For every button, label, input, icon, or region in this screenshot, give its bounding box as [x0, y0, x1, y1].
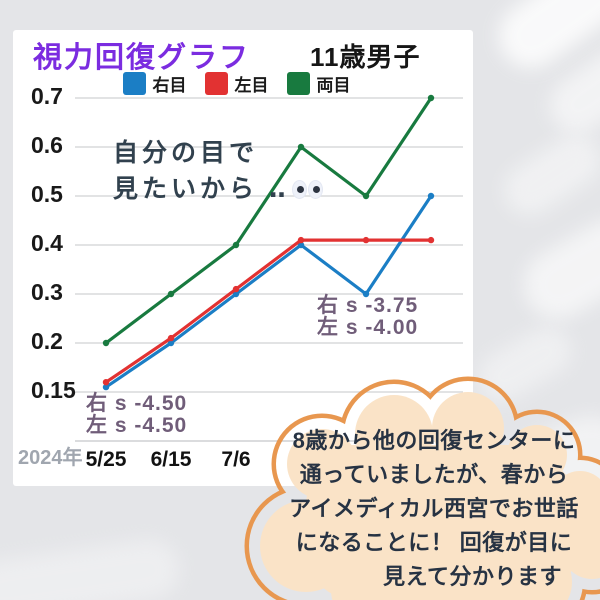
motivation-line2: 見たいから ‥ [113, 171, 322, 207]
y-tick-label: 0.5 [31, 181, 63, 207]
legend-label: 両目 [316, 76, 351, 95]
bubble-text-line: 8歳から他の回復センターに [292, 428, 576, 453]
bubble-fill [260, 392, 600, 600]
bubble-text-line: 見えて分かります [383, 564, 562, 589]
legend-label: 右目 [152, 76, 187, 95]
legend-swatch-icon [286, 72, 310, 95]
bubble-text-line: 通っていましたが、春から [299, 462, 569, 487]
series-line-2 [104, 96, 433, 345]
data-point [102, 383, 110, 391]
data-point [232, 241, 240, 249]
y-tick-label: 0.7 [31, 83, 63, 109]
legend-item: 右目 [122, 71, 187, 96]
motivation-annotation: 自分の目で 見たいから ‥ [113, 135, 322, 207]
bubble-text-line: になることに！ 回復が目に [295, 530, 573, 555]
dip-left-eye-rx: 左 s -4.00 [317, 316, 419, 339]
data-point [362, 236, 370, 244]
data-point [167, 334, 175, 342]
data-point [102, 379, 110, 386]
motivation-line1: 自分の目で [113, 139, 259, 167]
legend-swatch-icon [204, 72, 228, 95]
data-point [427, 94, 435, 102]
dip-right-eye-rx: 右 s -3.75 [317, 294, 419, 317]
legend-item: 左目 [204, 71, 269, 96]
bubble-text: 8歳から他の回復センターに 通っていましたが、春から アイメディカル西宮でお世話 にな… [288, 424, 580, 594]
chart-title: 視力回復グラフ [33, 42, 251, 74]
data-point [232, 285, 240, 293]
start-left-eye-rx: 左 s -4.50 [86, 414, 188, 437]
dip-prescription-annotation: 右 s -3.75 左 s -4.00 [317, 295, 418, 339]
y-tick-label: 0.15 [31, 377, 76, 403]
bubble-text-line: アイメディカル西宮でお世話 [289, 496, 579, 521]
start-right-eye-rx: 右 s -4.50 [86, 392, 188, 415]
series-line-1 [104, 238, 433, 384]
legend-swatch-icon [122, 72, 146, 95]
chart-subtitle: 11歳男子 [310, 42, 421, 72]
y-tick-label: 0.4 [31, 230, 63, 256]
eyes-icon [308, 180, 322, 198]
start-prescription-annotation: 右 s -4.50 左 s -4.50 [86, 393, 187, 437]
series-line-0 [104, 194, 433, 389]
data-point [167, 290, 175, 298]
x-tick-label: 5/25 [85, 448, 127, 471]
y-tick-label: 0.3 [31, 279, 63, 305]
data-point [297, 236, 305, 244]
y-tick-label: 0.6 [31, 132, 63, 158]
x-tick-label: 6/15 [150, 448, 192, 471]
eyes-icon [292, 180, 306, 198]
data-point [102, 339, 110, 347]
data-point [167, 339, 175, 347]
x-tick-label: 7/6 [221, 448, 251, 471]
data-point [297, 143, 305, 151]
data-point [427, 236, 435, 244]
data-point [427, 192, 435, 200]
legend-label: 左目 [234, 76, 269, 95]
data-point [297, 241, 305, 249]
chart-legend: 右目 左目 両目 [0, 71, 473, 96]
data-point [232, 290, 240, 298]
legend-item: 両目 [286, 71, 351, 96]
y-tick-label: 0.2 [31, 328, 63, 354]
data-point [362, 290, 370, 298]
data-point [362, 192, 370, 200]
x-axis-year-label: 2024年 [18, 447, 83, 469]
